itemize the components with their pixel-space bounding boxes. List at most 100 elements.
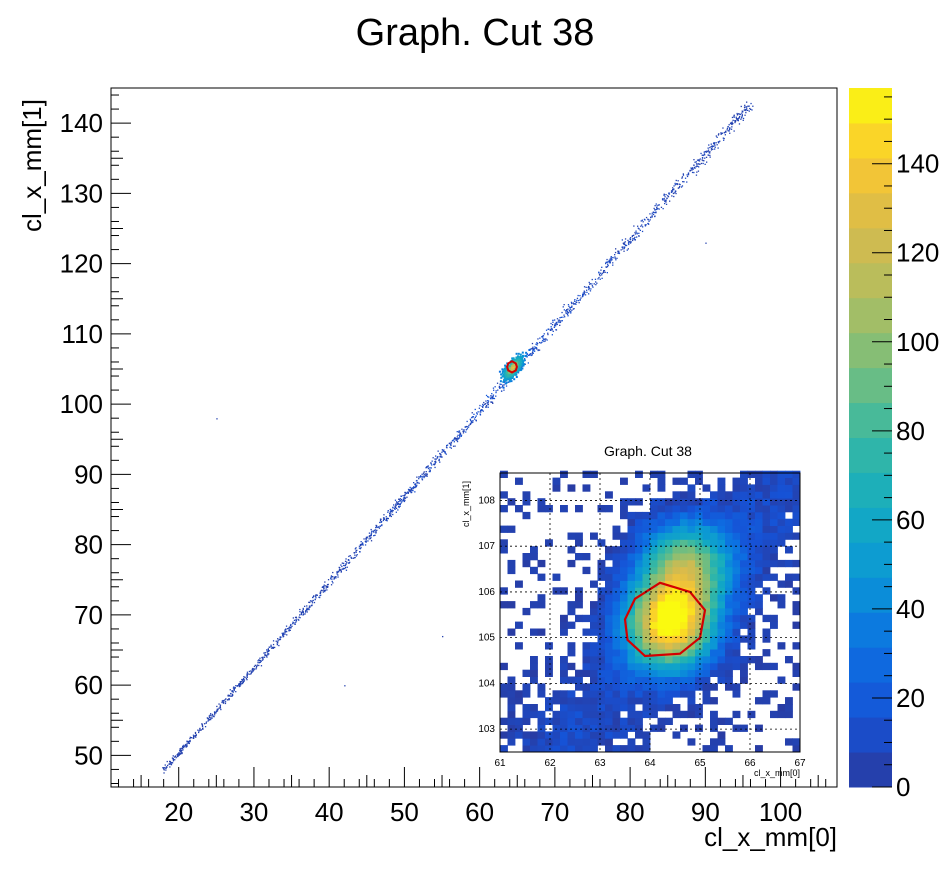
inset-cell [710,511,718,520]
inset-cell [650,601,658,609]
data-point [527,362,529,364]
data-point [562,316,564,318]
data-point [693,164,695,166]
data-point [498,385,501,387]
data-point [598,271,600,273]
data-point [346,561,348,563]
data-point [624,243,626,246]
inset-cell [710,710,718,719]
inset-cell [747,546,756,554]
data-point [258,659,261,662]
inset-cell [702,642,711,650]
inset-cell [627,594,636,602]
inset-cell [702,484,711,492]
data-point [233,687,235,690]
data-point [334,576,336,578]
data-point [517,372,520,374]
inset-cell [740,621,748,629]
data-point [403,494,406,497]
inset-cell [612,532,621,540]
data-point [243,676,245,678]
data-point [628,243,630,246]
data-point [263,656,266,658]
inset-cell [665,573,673,581]
inset-cell [777,704,786,712]
data-point [211,717,213,719]
data-point [609,258,611,260]
data-point [425,473,427,475]
inset-cell [725,594,733,602]
data-point [442,635,444,638]
data-point [542,335,545,337]
inset-cell [792,642,801,650]
data-point [235,685,237,687]
data-point [340,571,342,573]
inset-cell [687,738,696,746]
data-point [407,492,409,494]
inset-cell [650,724,658,732]
inset-cell [605,621,613,629]
data-point [176,755,179,758]
data-point [537,342,539,345]
data-point [306,607,308,609]
data-point [179,749,181,752]
data-point [269,646,271,648]
data-point [479,414,482,416]
data-point [371,530,373,533]
data-point [207,718,209,720]
data-point [704,157,706,159]
data-point [391,511,393,513]
inset-cell [522,491,531,499]
data-point [614,257,616,259]
inset-cell [672,573,681,581]
data-point [268,653,270,655]
inset-cell [770,491,778,499]
inset-y-tick-label: 103 [478,724,495,735]
inset-cell [590,704,598,712]
data-point [623,247,625,250]
data-point [631,235,633,238]
data-point [711,146,713,148]
data-point [309,601,311,604]
data-point [195,734,197,737]
inset-cell [537,738,546,746]
inset-cell [515,621,523,629]
inset-cell [710,656,718,664]
data-point [304,613,306,615]
data-point [734,121,736,124]
inset-cell [635,573,643,581]
data-point [416,479,418,482]
inset-cell [740,505,748,513]
data-point [664,196,666,198]
data-point [541,340,544,342]
data-point [693,171,695,174]
inset-cell [762,518,771,526]
inset-cell [747,511,756,520]
inset-cell [605,546,613,554]
data-point [473,418,476,420]
data-point [708,144,710,146]
data-point [567,312,569,314]
data-point [697,163,699,165]
data-point [426,473,428,475]
data-point [709,154,711,157]
data-point [212,715,214,717]
inset-cell [755,594,763,602]
inset-cell [725,566,733,575]
data-point [540,342,542,344]
inset-cell [762,635,771,643]
data-point [714,146,716,148]
data-point [701,157,704,159]
inset-cell [620,628,628,636]
inset-cell [605,505,613,513]
data-point [458,437,461,439]
data-point [729,127,731,129]
inset-cell [657,511,666,520]
inset-cell [785,498,793,506]
data-point [660,206,663,208]
inset-cell [560,738,568,746]
data-point [736,118,739,120]
inset-cell [710,745,718,753]
data-point [295,620,298,622]
colorbar-band [849,402,892,438]
